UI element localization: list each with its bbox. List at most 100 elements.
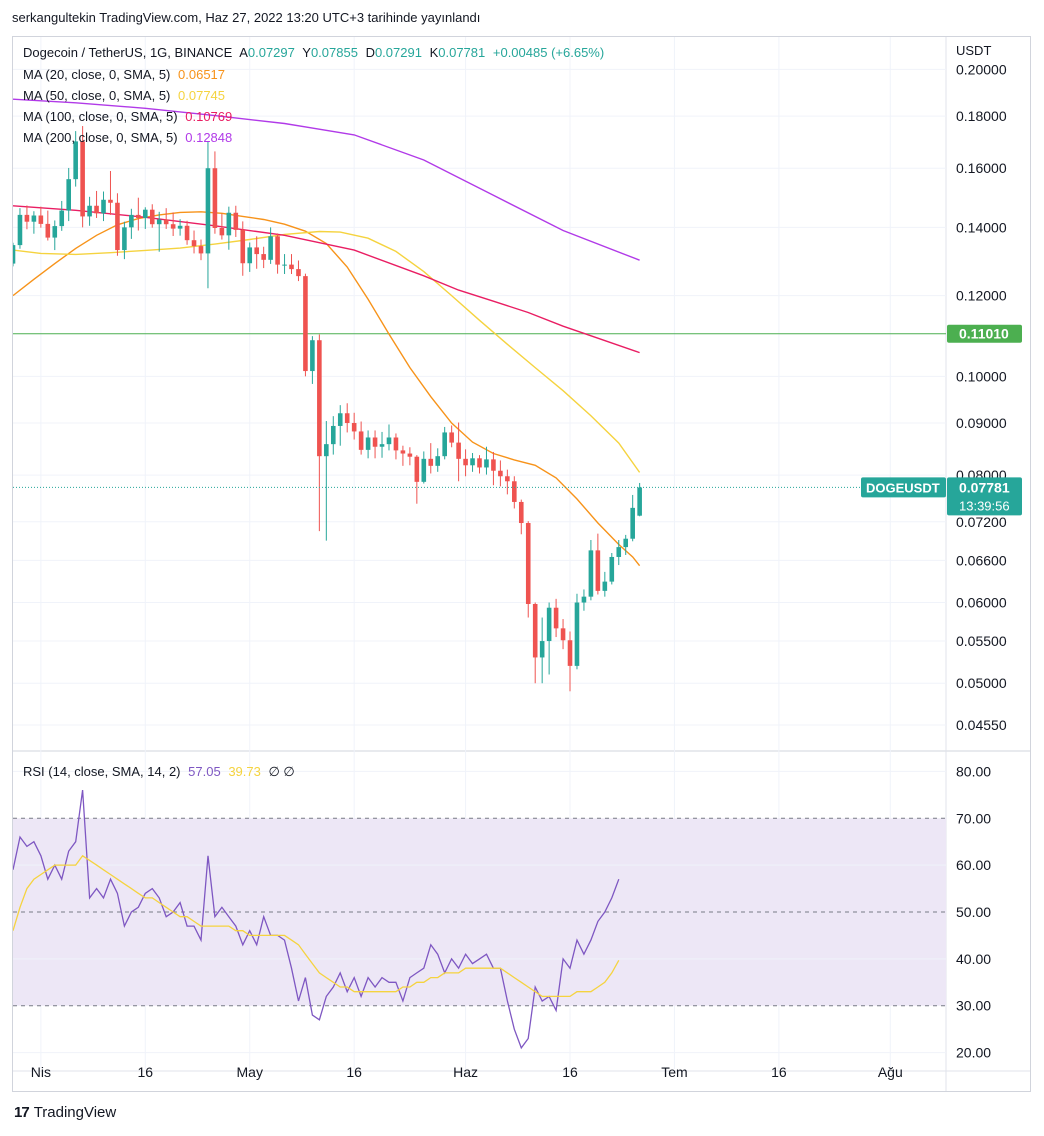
candle-body [553,607,559,629]
chart-frame[interactable]: Nis 16 May 16 Haz 16 Tem 16 Ağu USDT 0.20000 0.1800… [12,36,1031,1092]
candle-body [567,640,573,666]
candle-body [414,456,420,482]
ma20-label: MA (20, close, 0, SMA, 5) [23,67,171,82]
candle-body [484,459,489,468]
candle-body [477,458,482,468]
candle-body [31,215,37,222]
rsi-tick-label: 40.00 [956,951,991,967]
tradingview-logo[interactable]: 17 TradingView [14,1104,116,1121]
high-label: Y [302,45,311,60]
tradingview-brand: TradingView [33,1104,117,1121]
candle-body [310,340,315,372]
candle-body [108,199,113,203]
y-tick-label: 0.12000 [956,288,1007,304]
candle-body [205,168,211,254]
candle-body [13,245,16,264]
candle-body [240,229,246,264]
ma100-legend: MA (100, close, 0, SMA, 5) 0.10769 [23,109,236,124]
y-tick-label: 0.06600 [956,552,1007,568]
candle-body [623,538,629,548]
publish-info: serkangultekin TradingView.com, Haz 27, … [12,10,481,25]
candle-body [435,456,441,466]
open-value: 0.07297 [247,45,295,60]
candle-body [198,246,204,254]
ma100-label: MA (100, close, 0, SMA, 5) [23,109,178,124]
ma-line-3 [13,98,640,261]
candle-body [38,215,44,224]
candle-body [407,453,413,457]
candle-body [268,236,273,260]
candle-body [532,603,538,658]
candle-body [588,550,594,597]
ma200-value: 0.12848 [185,130,233,145]
rsi-value: 57.05 [188,764,221,779]
ma100-value: 0.10769 [185,109,233,124]
candle-body [539,641,545,658]
y-tick-label: 0.04550 [956,717,1007,733]
candle-body [136,214,141,218]
y-tick-label: 0.05000 [956,675,1007,691]
x-tick-label: Tem [661,1064,687,1080]
candle-body [337,413,343,426]
last-price-tag [947,477,1022,516]
candle-body [219,227,225,236]
candle-body [24,214,30,222]
rsi-ma-value: 39.73 [228,764,261,779]
y-tick-label: 0.09000 [956,415,1007,431]
candle-body [512,481,517,502]
candle-body [463,458,468,466]
candle-body [609,556,615,582]
ma200-label: MA (200, close, 0, SMA, 5) [23,130,178,145]
y-tick-label: 0.16000 [956,160,1007,176]
candle-body [616,547,622,557]
candle-body [386,437,392,445]
candle-body [282,264,287,266]
last-price-value: 0.07781 [959,479,1010,495]
candle-body [456,442,461,459]
candle-body [505,476,510,482]
candle-body [574,602,580,666]
rsi-label: RSI (14, close, SMA, 14, 2) [23,764,181,779]
candle-body [289,264,294,270]
chart-svg[interactable]: Nis 16 May 16 Haz 16 Tem 16 Ağu USDT 0.20000 0.1800… [13,37,1030,1091]
candle-body [546,607,552,642]
candle-body [59,210,65,227]
rsi-tick-label: 50.00 [956,904,991,920]
candle-body [80,141,85,217]
candle-body [365,437,371,450]
candle-body [191,240,197,247]
rsi-extra: ∅ ∅ [268,764,295,779]
candle-body [449,432,454,443]
candle-body [602,581,608,591]
change-value: +0.00485 (+6.65%) [492,45,605,60]
x-tick-label: Nis [31,1064,51,1080]
candle-body [303,276,308,372]
candle-body [518,501,524,524]
y-tick-label: 0.10000 [956,368,1007,384]
x-tick-label: 16 [771,1064,787,1080]
candle-body [94,205,99,214]
candle-body [560,628,566,641]
candle-body [525,523,531,604]
ma50-value: 0.07745 [178,88,226,103]
y-tick-label: 0.06000 [956,595,1007,611]
low-value: 0.07291 [374,45,422,60]
y-tick-label: 0.20000 [956,61,1007,77]
ma50-label: MA (50, close, 0, SMA, 5) [23,88,171,103]
close-value: 0.07781 [438,45,486,60]
open-label: A [239,45,248,60]
rsi-line-0 [13,790,620,1050]
x-tick-label: 16 [346,1064,362,1080]
candle-body [87,205,92,217]
tradingview-logo-icon: 17 [14,1104,30,1121]
candle-body [296,269,301,277]
rsi-tick-label: 60.00 [956,857,991,873]
candle-body [421,458,427,482]
x-tick-label: May [237,1064,263,1080]
ma50-legend: MA (50, close, 0, SMA, 5) 0.07745 [23,88,229,103]
ma20-value: 0.06517 [178,67,226,82]
close-label: K [429,45,439,60]
candle-body [379,444,385,447]
candle-body [101,199,106,214]
high-value: 0.07855 [310,45,358,60]
